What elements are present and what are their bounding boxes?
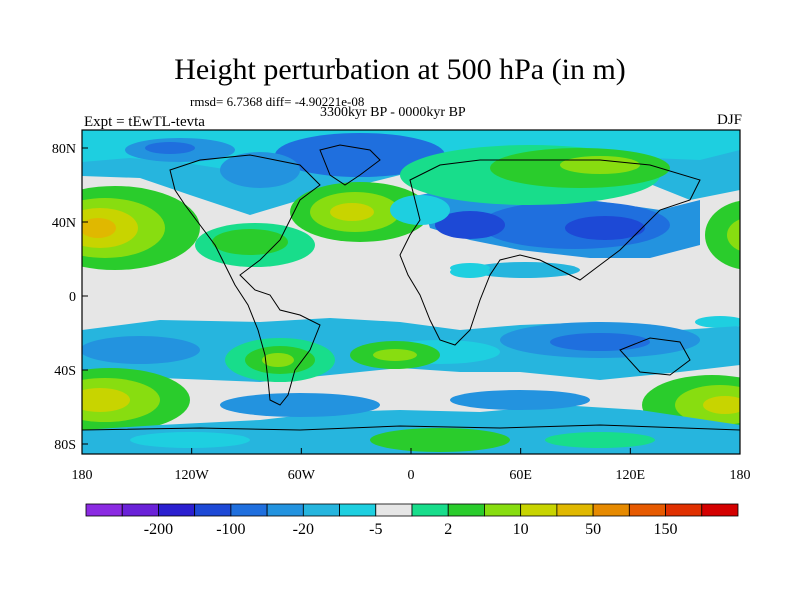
colorbar-label: 50 [585, 521, 601, 538]
lon-tick-label: 120E [616, 468, 646, 483]
colorbar-swatch [230, 503, 268, 517]
experiment-label: Expt = tEwTL-tevta [84, 114, 205, 130]
map-title: Height perturbation at 500 hPa (in m) [174, 53, 626, 86]
lon-tick-label: 180 [730, 468, 751, 483]
colorbar-swatch [266, 503, 304, 517]
colorbar-swatch [484, 503, 522, 517]
lat-tick-label: 80N [52, 142, 76, 157]
colorbar-swatch [701, 503, 739, 517]
period-label: 3300kyr BP - 0000kyr BP [320, 105, 466, 120]
colorbar-swatch [592, 503, 630, 517]
lon-tick-label: 180 [72, 468, 93, 483]
lat-tick-label: 80S [54, 438, 76, 453]
lon-tick-label: 60W [288, 468, 316, 483]
lon-tick-label: 0 [408, 468, 415, 483]
lon-tick-label: 120W [175, 468, 210, 483]
colorbar-label: 10 [513, 521, 529, 538]
colorbar-swatch [375, 503, 413, 517]
colorbar-label: -5 [369, 521, 382, 538]
colorbar-label: 2 [444, 521, 452, 538]
stats-label: rmsd= 6.7368 diff= -4.90221e-08 [190, 94, 365, 109]
colorbar-swatch [447, 503, 485, 517]
colorbar-swatch [628, 503, 666, 517]
colorbar-label: 150 [654, 521, 678, 538]
colorbar-swatch [339, 503, 377, 517]
colorbar-swatch [411, 503, 449, 517]
lon-tick-label: 60E [509, 468, 532, 483]
colorbar-label: -100 [216, 521, 245, 538]
colorbar-swatch [556, 503, 594, 517]
contour-field [82, 130, 740, 454]
colorbar-swatch [520, 503, 558, 517]
colorbar-swatch [121, 503, 159, 517]
colorbar-label: -20 [293, 521, 314, 538]
colorbar-swatch [302, 503, 340, 517]
lat-tick-label: 40N [52, 216, 76, 231]
colorbar-swatch [665, 503, 703, 517]
coastlines [82, 144, 740, 431]
colorbar: -200 -100 -20 -5 2 10 50 150 [85, 503, 739, 538]
colorbar-label: -200 [144, 521, 173, 538]
colorbar-swatch [194, 503, 232, 517]
longitude-axis: 180 120W 60W 0 60E 120E 180 [72, 448, 751, 483]
season-label: DJF [716, 112, 742, 128]
lat-tick-label: 0 [69, 290, 76, 305]
colorbar-swatch [85, 503, 123, 517]
lat-tick-label: 40S [54, 364, 76, 379]
colorbar-swatch [158, 503, 196, 517]
latitude-axis: 80N 40N 0 40S 80S [52, 142, 88, 453]
